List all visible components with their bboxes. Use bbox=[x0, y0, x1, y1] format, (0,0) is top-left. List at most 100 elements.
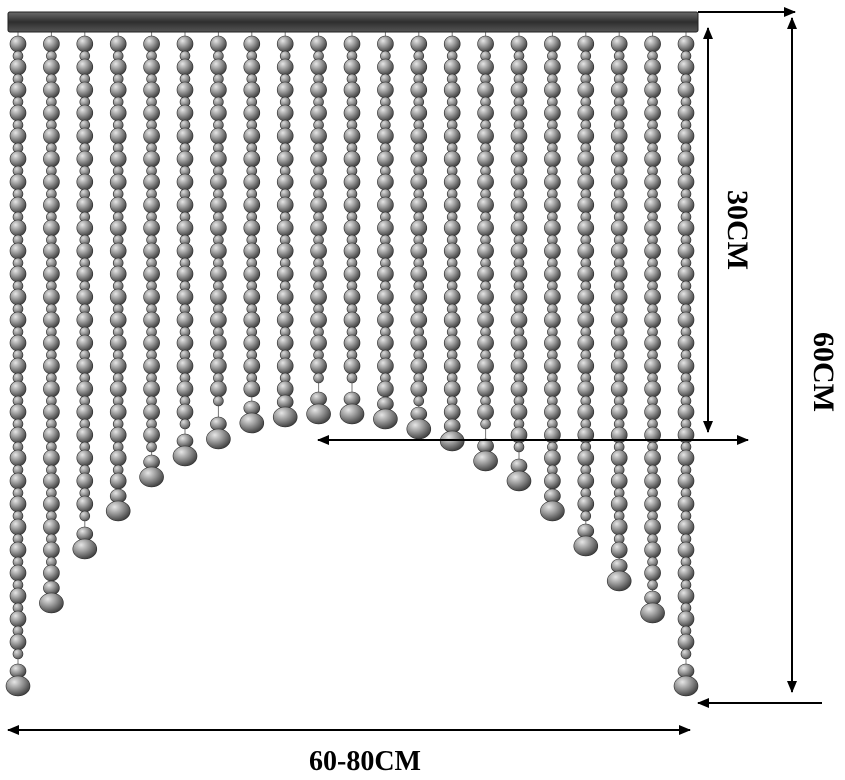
bead-large bbox=[143, 357, 160, 375]
bead-large bbox=[510, 334, 528, 352]
bead-large bbox=[310, 173, 327, 191]
bead-large bbox=[43, 518, 60, 536]
bead-large bbox=[43, 242, 60, 260]
bead-small bbox=[513, 441, 525, 453]
bead-large bbox=[143, 265, 160, 283]
bead-large bbox=[210, 35, 227, 53]
bead-large bbox=[544, 127, 561, 145]
bead-large bbox=[410, 265, 428, 283]
gourd-drop-bottom bbox=[406, 418, 432, 440]
total-height-dimension: 60CM bbox=[697, 7, 840, 708]
bead-large bbox=[443, 334, 461, 352]
bead-large bbox=[9, 564, 27, 582]
gourd-drop-bottom bbox=[573, 535, 599, 557]
bead-large bbox=[43, 173, 60, 191]
bead-large bbox=[109, 242, 127, 260]
bead-large bbox=[310, 219, 327, 237]
bead-large bbox=[76, 403, 94, 421]
bead-large bbox=[276, 173, 294, 191]
bead-large bbox=[410, 150, 428, 168]
bead-large bbox=[143, 58, 160, 76]
bead-large bbox=[644, 35, 661, 53]
bead-large bbox=[377, 196, 394, 214]
bead-large bbox=[9, 81, 27, 99]
gourd-drop-bottom bbox=[105, 500, 131, 522]
bead-large bbox=[544, 173, 561, 191]
bead-large bbox=[243, 173, 261, 191]
bead-large bbox=[677, 334, 695, 352]
bead-large bbox=[243, 265, 261, 283]
bead-large bbox=[443, 58, 461, 76]
bead-large bbox=[410, 288, 428, 306]
gourd-drop-bottom bbox=[339, 403, 365, 425]
bead-large bbox=[443, 242, 461, 260]
bead-large bbox=[276, 219, 294, 237]
bead-large bbox=[544, 219, 561, 237]
bead-large bbox=[210, 219, 227, 237]
bead-large bbox=[243, 357, 261, 375]
bead-large bbox=[9, 35, 27, 53]
bead-large bbox=[477, 104, 494, 122]
bead-large bbox=[477, 81, 494, 99]
width-dimension: 60-80CM bbox=[7, 725, 691, 777]
bead-large bbox=[9, 288, 27, 306]
bead-large bbox=[43, 334, 60, 352]
bead-large bbox=[677, 403, 695, 421]
bead-large bbox=[410, 81, 428, 99]
bead-large bbox=[510, 288, 528, 306]
bead-large bbox=[610, 334, 628, 352]
bead-large bbox=[510, 357, 528, 375]
bead-large bbox=[43, 541, 60, 559]
bead-large bbox=[510, 242, 528, 260]
bead-large bbox=[143, 311, 160, 329]
bead-large bbox=[243, 242, 261, 260]
bead-small bbox=[79, 510, 91, 522]
bead-large bbox=[310, 150, 327, 168]
bead-large bbox=[610, 518, 628, 536]
bead-large bbox=[377, 334, 394, 352]
bead-large bbox=[677, 311, 695, 329]
bead-large bbox=[243, 81, 261, 99]
bead-large bbox=[544, 196, 561, 214]
bead-large bbox=[577, 334, 595, 352]
bead-large bbox=[109, 150, 127, 168]
bead-large bbox=[43, 357, 60, 375]
bead-large bbox=[9, 219, 27, 237]
bead-large bbox=[76, 472, 94, 490]
bead-large bbox=[477, 311, 494, 329]
bead-large bbox=[510, 173, 528, 191]
bead-large bbox=[76, 380, 94, 398]
width-label: 60-80CM bbox=[309, 746, 421, 777]
bead-large bbox=[176, 173, 194, 191]
bead-large bbox=[9, 127, 27, 145]
bead-large bbox=[677, 242, 695, 260]
bead-large bbox=[377, 127, 394, 145]
bead-large bbox=[577, 403, 595, 421]
bead-large bbox=[443, 357, 461, 375]
bead-large bbox=[510, 380, 528, 398]
bead-large bbox=[9, 196, 27, 214]
bead-large bbox=[43, 426, 60, 444]
bead-large bbox=[644, 150, 661, 168]
bead-large bbox=[76, 265, 94, 283]
bead-large bbox=[243, 150, 261, 168]
bead-large bbox=[577, 219, 595, 237]
bead-strands bbox=[5, 32, 699, 697]
bead-large bbox=[9, 357, 27, 375]
bead-large bbox=[577, 81, 595, 99]
bead-large bbox=[43, 150, 60, 168]
bead-small bbox=[12, 648, 24, 660]
bead-large bbox=[343, 35, 361, 53]
bead-large bbox=[410, 35, 428, 53]
bead-large bbox=[9, 173, 27, 191]
bead-large bbox=[644, 265, 661, 283]
gourd-drop-bottom bbox=[72, 538, 98, 560]
bead-large bbox=[410, 242, 428, 260]
bead-large bbox=[343, 288, 361, 306]
bead-large bbox=[243, 104, 261, 122]
bead-large bbox=[343, 311, 361, 329]
bead-large bbox=[43, 311, 60, 329]
bead-large bbox=[544, 265, 561, 283]
bead-large bbox=[143, 81, 160, 99]
